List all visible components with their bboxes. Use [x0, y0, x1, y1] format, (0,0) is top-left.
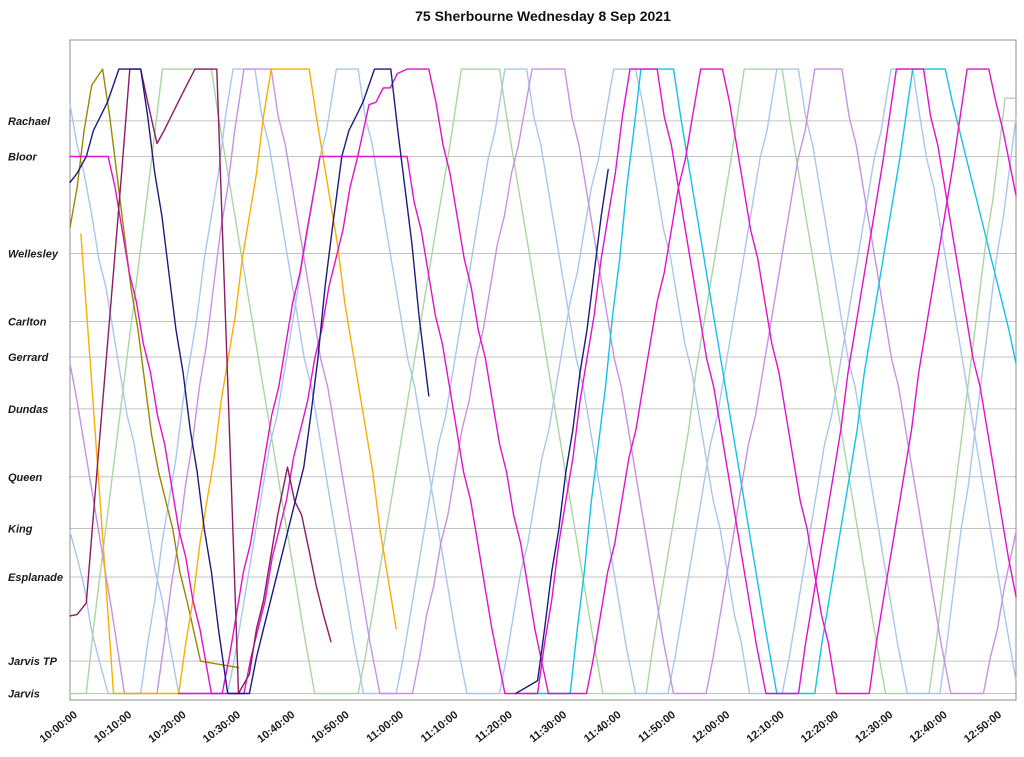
series-line-run-cyan: [526, 68, 1017, 695]
station-label-queen: Queen: [8, 472, 43, 484]
station-label-carlton: Carlton: [8, 316, 47, 328]
x-axis-label: 12:30:00: [853, 709, 895, 746]
series-line-run-navy-2: [515, 168, 609, 695]
series-line-run-orchid: [69, 68, 1017, 695]
chart-title: 75 Sherbourne Wednesday 8 Sep 2021: [415, 8, 671, 24]
x-axis-label: 11:20:00: [473, 709, 515, 745]
series-line-run-maroon: [69, 68, 332, 695]
station-label-jarvis: Jarvis: [8, 689, 40, 701]
x-axis-label: 10:40:00: [255, 709, 297, 746]
x-axis-label: 12:40:00: [908, 709, 950, 746]
station-label-bloor: Bloor: [8, 151, 37, 163]
x-axis-label: 12:20:00: [799, 709, 841, 746]
series-line-run-palegreen: [69, 68, 1017, 695]
series-line-run-magenta-1: [69, 68, 1017, 695]
x-axis-label: 10:10:00: [92, 709, 134, 746]
x-axis-label: 11:00:00: [364, 709, 406, 745]
series-line-run-paleblue-1: [69, 68, 1017, 695]
series-line-run-magenta-2: [177, 68, 1017, 695]
x-axis-label: 11:40:00: [582, 709, 624, 745]
x-axis-label: 10:20:00: [146, 709, 188, 746]
x-axis-label: 11:30:00: [528, 709, 570, 745]
series-line-run-olive: [69, 68, 240, 669]
station-label-rachael: Rachael: [8, 116, 51, 128]
x-axis-label: 12:00:00: [690, 709, 732, 746]
station-label-wellesley: Wellesley: [8, 249, 59, 261]
station-label-king: King: [8, 524, 33, 536]
x-axis-label: 10:30:00: [201, 709, 243, 746]
x-axis-label: 12:50:00: [962, 709, 1004, 746]
x-axis-label: 10:50:00: [310, 709, 352, 746]
x-axis-label: 12:10:00: [745, 709, 787, 746]
series-line-run-navy-1: [69, 68, 430, 695]
x-axis-label: 11:50:00: [636, 709, 678, 745]
x-axis-label: 10:00:00: [38, 709, 80, 746]
station-label-esplanade: Esplanade: [8, 572, 63, 584]
station-label-gerrard: Gerrard: [8, 352, 49, 364]
series-line-run-paleblue-2: [69, 68, 1017, 695]
station-label-jarvis-tp: Jarvis TP: [8, 656, 58, 668]
series-line-run-orange: [80, 68, 397, 695]
station-label-dundas: Dundas: [8, 404, 48, 416]
x-axis-label: 11:10:00: [419, 709, 461, 745]
plot-border: [69, 39, 1017, 701]
